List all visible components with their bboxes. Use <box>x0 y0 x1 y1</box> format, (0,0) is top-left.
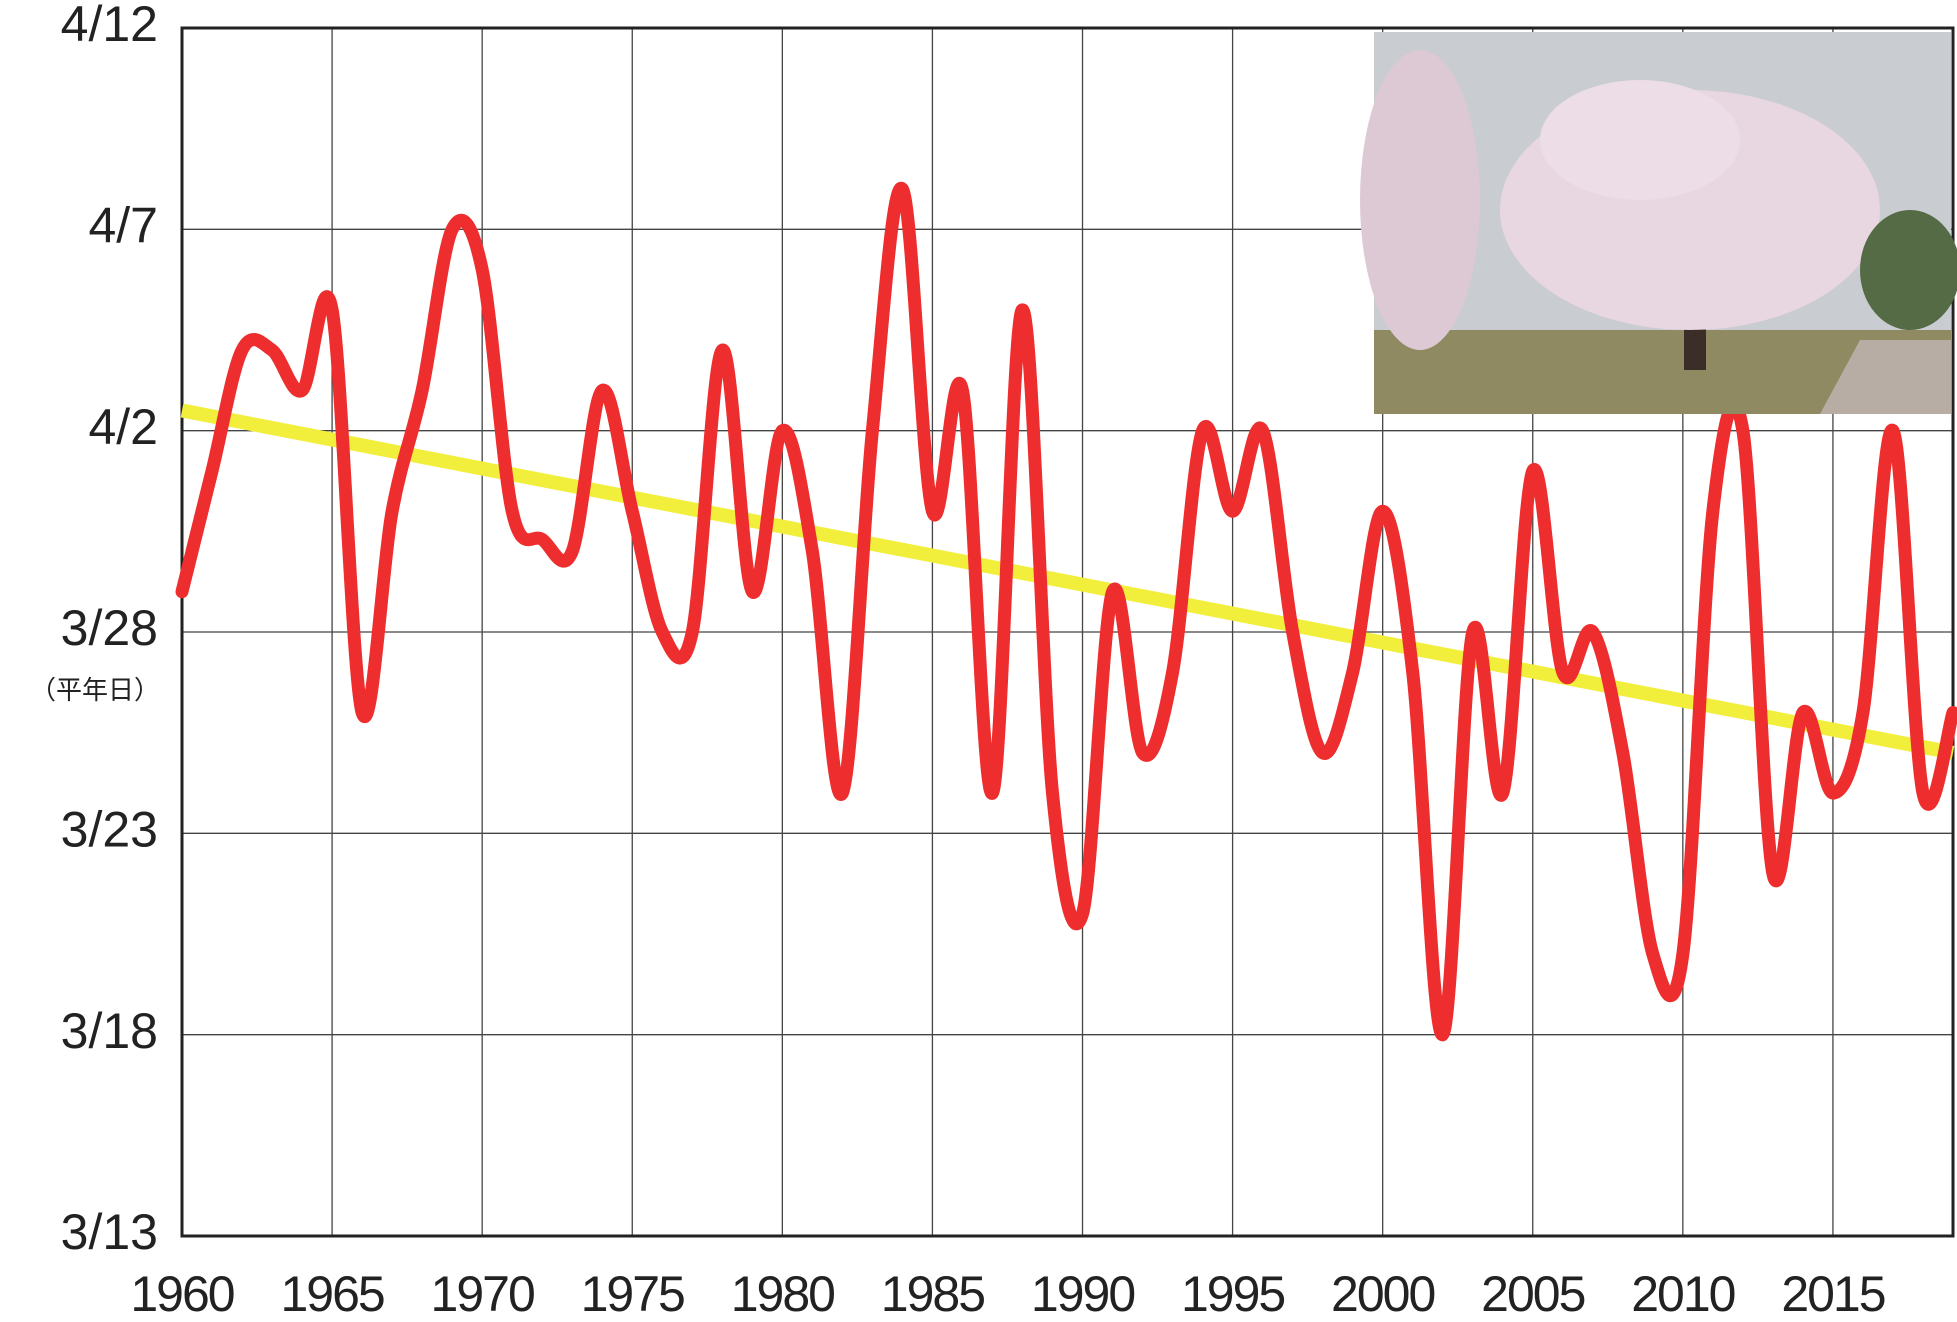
x-tick-label: 1975 <box>581 1266 684 1322</box>
trend-line <box>180 403 1955 760</box>
y-tick-label: 3/23 <box>61 802 158 858</box>
x-tick-label: 2000 <box>1331 1266 1434 1322</box>
data-line <box>175 181 1957 1042</box>
y-tick-label: 3/18 <box>61 1003 158 1059</box>
x-tick-label: 1985 <box>881 1266 984 1322</box>
y-tick-label: 3/28 <box>61 600 158 656</box>
x-tick-label: 1980 <box>731 1266 834 1322</box>
x-tick-label: 1965 <box>280 1266 383 1322</box>
x-tick-label: 2005 <box>1481 1266 1584 1322</box>
y-tick-label: 4/12 <box>61 0 158 52</box>
annotation: （平年日） <box>30 675 160 705</box>
x-tick-label: 1990 <box>1031 1266 1134 1322</box>
y-tick-label: 4/7 <box>88 198 158 254</box>
x-tick-label: 1960 <box>130 1266 233 1322</box>
x-tick-label: 1995 <box>1181 1266 1284 1322</box>
y-tick-label: 3/13 <box>61 1204 158 1260</box>
x-tick-label: 1970 <box>431 1266 534 1322</box>
x-tick-label: 2010 <box>1631 1266 1734 1322</box>
photo <box>1360 32 1957 414</box>
y-tick-label: 4/2 <box>88 399 158 455</box>
x-tick-label: 2015 <box>1781 1266 1884 1322</box>
plot-frame <box>180 26 1955 1238</box>
